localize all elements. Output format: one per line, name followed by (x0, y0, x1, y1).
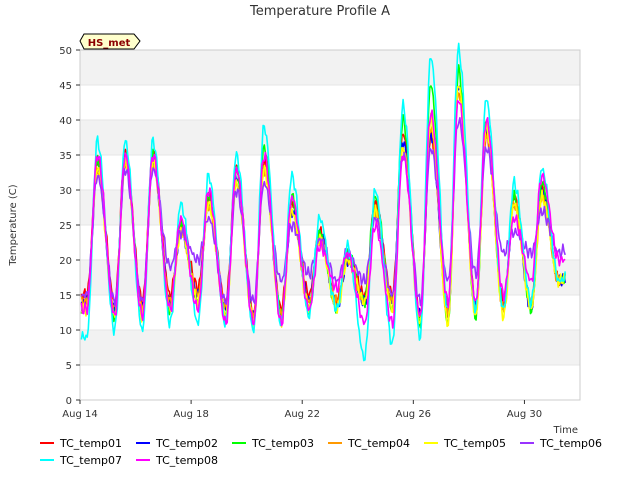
y-tick-label: 50 (59, 46, 72, 57)
grid-band (80, 120, 580, 155)
x-axis-label: Time (553, 425, 578, 436)
y-axis-label: Temperature (C) (8, 184, 19, 266)
legend-label: TC_temp07 (59, 454, 122, 467)
grid-band (80, 190, 580, 225)
grid-band (80, 330, 580, 365)
x-tick-label: Aug 30 (507, 409, 542, 420)
series-lines (80, 42, 566, 362)
x-tick-label: Aug 18 (173, 409, 208, 420)
grid-band (80, 50, 580, 85)
chart-title: Temperature Profile A (249, 4, 390, 19)
y-tick-label: 20 (59, 256, 72, 267)
x-axis: Aug 14 Aug 18 Aug 22 Aug 26 Aug 30 (62, 400, 542, 420)
legend: TC_temp01 TC_temp02 TC_temp03 TC_temp04 TC_t… (40, 437, 602, 467)
x-tick-label: Aug 22 (285, 409, 320, 420)
y-tick-label: 25 (59, 221, 72, 232)
badge-label: HS_met (88, 38, 131, 49)
grid-band (80, 85, 580, 120)
site-badge: HS_met (79, 33, 141, 50)
plot-background (80, 50, 580, 400)
y-tick-label: 30 (59, 186, 72, 197)
y-tick-label: 45 (59, 81, 72, 92)
grid-band (80, 295, 580, 330)
grid-band (80, 155, 580, 190)
y-tick-label: 40 (59, 116, 72, 127)
grid-band (80, 365, 580, 400)
y-tick-label: 10 (59, 326, 72, 337)
y-axis: 0 5 10 15 20 25 30 35 40 45 50 (59, 46, 80, 407)
y-tick-label: 5 (66, 361, 72, 372)
badge-shape (79, 33, 141, 50)
x-tick-label: Aug 26 (396, 409, 431, 420)
x-tick-label: Aug 14 (62, 409, 97, 420)
legend-label: TC_temp06 (539, 437, 602, 450)
y-tick-label: 15 (59, 291, 72, 302)
legend-label: TC_temp01 (59, 437, 122, 450)
legend-label: TC_temp08 (155, 454, 218, 467)
legend-label: TC_temp02 (155, 437, 218, 450)
legend-label: TC_temp04 (347, 437, 410, 450)
legend-label: TC_temp05 (443, 437, 506, 450)
legend-label: TC_temp03 (251, 437, 314, 450)
series-line-tc_temp08 (80, 99, 566, 329)
series-line-tc_temp06 (80, 117, 566, 308)
y-tick-label: 0 (66, 396, 72, 407)
y-tick-label: 35 (59, 151, 72, 162)
